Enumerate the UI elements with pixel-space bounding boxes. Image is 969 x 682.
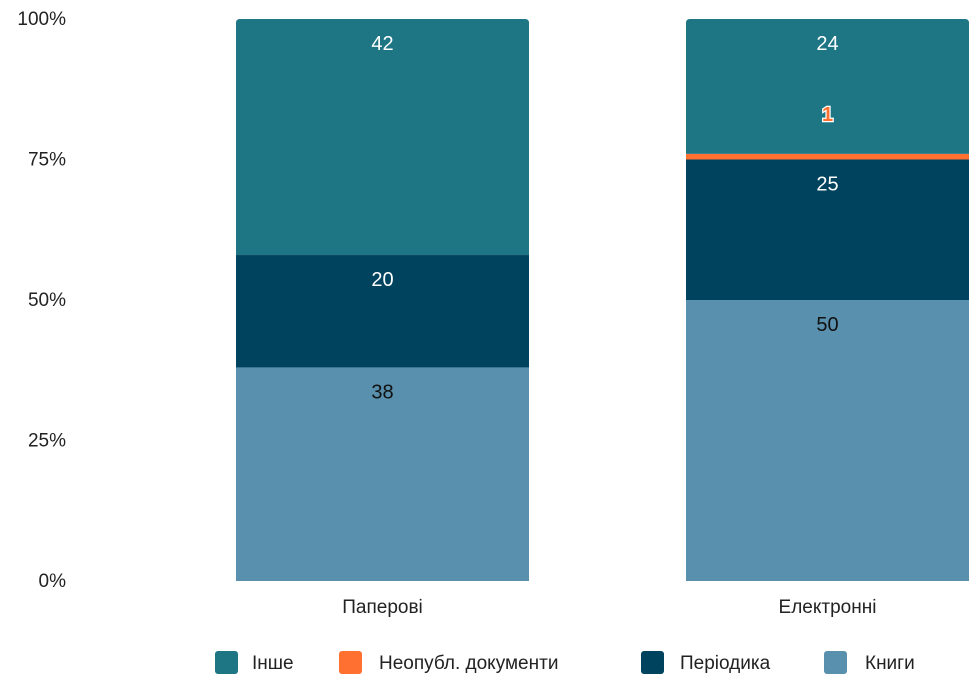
bar-segment-книги xyxy=(236,367,529,581)
legend-item-періодика: Періодика xyxy=(641,651,771,674)
bar-stack-0: 38 20 42 xyxy=(236,19,529,581)
legend-label: Книги xyxy=(865,653,915,674)
data-label: 1 xyxy=(822,104,833,126)
legend-item-книги: Книги xyxy=(824,651,915,674)
data-label: 24 xyxy=(816,33,838,55)
data-label: 38 xyxy=(371,381,393,403)
legend-swatch xyxy=(339,651,362,674)
y-tick-label: 0% xyxy=(39,571,67,592)
bar-segment-інше xyxy=(686,19,969,154)
bars-group: 38 20 42 50 25 1 24 xyxy=(236,19,969,581)
legend-label: Неопубл. документи xyxy=(379,653,558,674)
bar-segment-періодика xyxy=(686,159,969,300)
legend-label: Інше xyxy=(252,653,294,674)
data-label: 50 xyxy=(816,314,838,336)
data-label: 42 xyxy=(371,33,393,55)
legend-item-неопубл-документи: Неопубл. документи xyxy=(339,651,558,674)
data-label: 20 xyxy=(371,269,393,291)
y-tick-label: 100% xyxy=(17,9,66,30)
legend-swatch xyxy=(641,651,664,674)
y-tick-label: 50% xyxy=(28,290,66,311)
legend-swatch xyxy=(824,651,847,674)
y-tick-label: 25% xyxy=(28,431,66,452)
legend-label: Періодика xyxy=(680,653,771,674)
y-tick-label: 75% xyxy=(28,150,66,171)
legend-item-інше: Інше xyxy=(215,651,294,674)
y-axis: 0% 25% 50% 75% 100% xyxy=(17,9,66,592)
legend-swatch xyxy=(215,651,238,674)
x-axis: Паперові Електронні xyxy=(342,597,876,618)
bar-segment-книги xyxy=(686,300,969,581)
x-tick-label: Електронні xyxy=(779,597,877,618)
bar-stack-1: 50 25 1 24 xyxy=(686,19,969,581)
x-tick-label: Паперові xyxy=(342,597,423,618)
bar-segment-неопубл-документи xyxy=(686,153,969,160)
bar-segment-інше xyxy=(236,19,529,256)
data-label: 25 xyxy=(816,174,838,196)
legend: Інше Неопубл. документи Періодика Книги xyxy=(215,651,915,674)
bar-segment-періодика xyxy=(236,255,529,368)
